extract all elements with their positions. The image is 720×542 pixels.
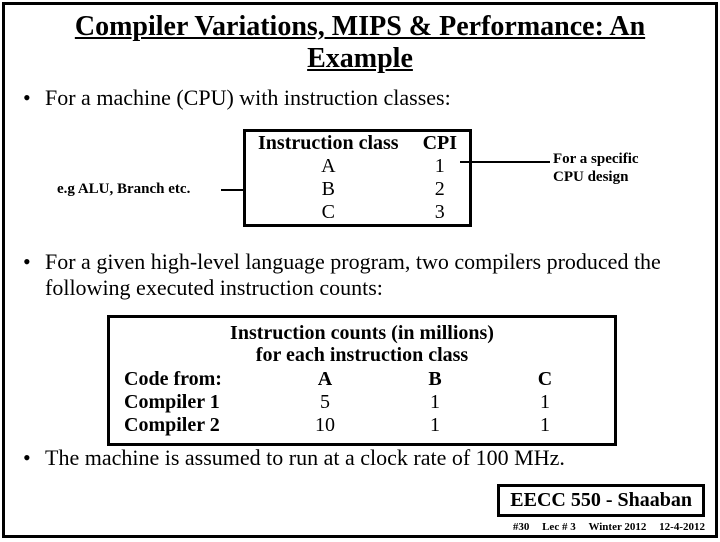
instruction-class-table: Instruction class CPI A 1 B 2 C 3	[243, 129, 472, 227]
footer-date: 12-4-2012	[659, 521, 705, 533]
footer-lecture: Lec # 3	[542, 521, 576, 533]
row-compiler2-a: 10	[270, 414, 380, 437]
table2-header: Instruction counts (in millions) for eac…	[120, 322, 604, 366]
table1-header-cpi: CPI	[411, 131, 471, 156]
bullet-2: For a given high-level language program,…	[5, 249, 715, 301]
bullet-1: For a machine (CPU) with instruction cla…	[5, 85, 715, 111]
cpu-design-note: For a specific CPU design	[553, 151, 639, 186]
table-row: A 1	[245, 155, 471, 178]
row-compiler2-c: 1	[490, 414, 600, 437]
table-row: C 3	[245, 201, 471, 226]
cell-class: C	[245, 201, 411, 226]
table-row: Instruction class CPI	[245, 131, 471, 156]
row-compiler1-c: 1	[490, 391, 600, 414]
connector-right	[460, 161, 550, 163]
note-line1: For a specific	[553, 151, 639, 168]
cell-class: B	[245, 178, 411, 201]
table1-header-class: Instruction class	[245, 131, 411, 156]
cell-cpi: 1	[411, 155, 471, 178]
table2-grid: Code from: A B C Compiler 1 5 1 1 Compil…	[120, 368, 604, 437]
table2-header-line2: for each instruction class	[120, 344, 604, 366]
cell-cpi: 3	[411, 201, 471, 226]
cell-cpi: 2	[411, 178, 471, 201]
col-a: A	[270, 368, 380, 391]
slide-frame: Compiler Variations, MIPS & Performance:…	[2, 2, 718, 538]
row-compiler1-label: Compiler 1	[120, 391, 270, 414]
row-compiler2-label: Compiler 2	[120, 414, 270, 437]
row-compiler1-b: 1	[380, 391, 490, 414]
slide-title: Compiler Variations, MIPS & Performance:…	[5, 5, 715, 75]
col-c: C	[490, 368, 600, 391]
table2-header-line1: Instruction counts (in millions)	[120, 322, 604, 344]
row-compiler2-b: 1	[380, 414, 490, 437]
col-code-from: Code from:	[120, 368, 270, 391]
bullet-3: The machine is assumed to run at a clock…	[5, 445, 715, 471]
table-row: B 2	[245, 178, 471, 201]
cell-class: A	[245, 155, 411, 178]
instruction-counts-table: Instruction counts (in millions) for eac…	[107, 315, 617, 446]
footer-meta: #30 Lec # 3 Winter 2012 12-4-2012	[503, 521, 705, 533]
footer-term: Winter 2012	[588, 521, 646, 533]
connector-left	[221, 189, 245, 191]
course-footer-box: EECC 550 - Shaaban	[497, 484, 705, 517]
note-line2: CPU design	[553, 169, 639, 186]
row-compiler1-a: 5	[270, 391, 380, 414]
eg-label: e.g ALU, Branch etc.	[57, 181, 190, 198]
table2-block: Instruction counts (in millions) for eac…	[5, 315, 715, 435]
footer-slide-no: #30	[513, 521, 530, 533]
table1-block: e.g ALU, Branch etc. Instruction class C…	[5, 129, 715, 239]
col-b: B	[380, 368, 490, 391]
